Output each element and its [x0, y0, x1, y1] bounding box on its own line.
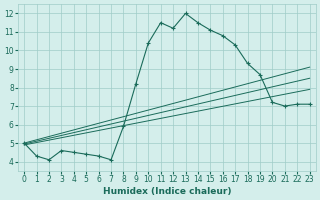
- X-axis label: Humidex (Indice chaleur): Humidex (Indice chaleur): [103, 187, 231, 196]
